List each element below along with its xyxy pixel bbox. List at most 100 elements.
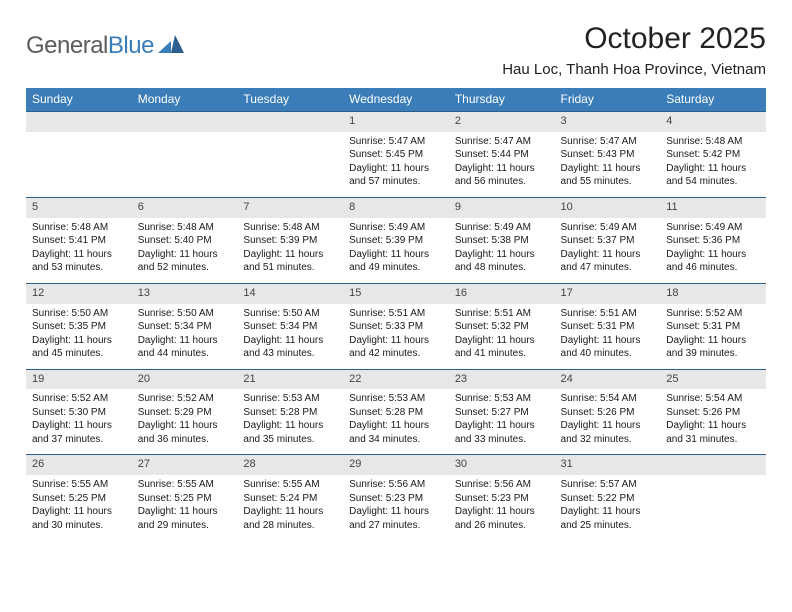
day-number: 30 <box>449 455 555 475</box>
day-cell: 29Sunrise: 5:56 AMSunset: 5:23 PMDayligh… <box>343 455 449 540</box>
day-number: 15 <box>343 284 449 304</box>
daylight-line: Daylight: 11 hours and 57 minutes. <box>349 162 443 189</box>
daylight-line: Daylight: 11 hours and 45 minutes. <box>32 334 126 361</box>
day-cell: 9Sunrise: 5:49 AMSunset: 5:38 PMDaylight… <box>449 197 555 283</box>
day-cell: 30Sunrise: 5:56 AMSunset: 5:23 PMDayligh… <box>449 455 555 540</box>
daylight-line: Daylight: 11 hours and 41 minutes. <box>455 334 549 361</box>
day-number: 25 <box>660 370 766 390</box>
day-cell <box>132 112 238 198</box>
week-row: 1Sunrise: 5:47 AMSunset: 5:45 PMDaylight… <box>26 112 766 198</box>
sunrise-line: Sunrise: 5:48 AM <box>138 221 232 235</box>
day-body: Sunrise: 5:49 AMSunset: 5:36 PMDaylight:… <box>660 218 766 283</box>
sunset-line: Sunset: 5:32 PM <box>455 320 549 334</box>
sunset-line: Sunset: 5:39 PM <box>349 234 443 248</box>
sunrise-line: Sunrise: 5:50 AM <box>32 307 126 321</box>
daylight-line: Daylight: 11 hours and 34 minutes. <box>349 419 443 446</box>
daylight-line: Daylight: 11 hours and 33 minutes. <box>455 419 549 446</box>
day-body: Sunrise: 5:50 AMSunset: 5:35 PMDaylight:… <box>26 304 132 369</box>
sunrise-line: Sunrise: 5:51 AM <box>349 307 443 321</box>
day-number: 20 <box>132 370 238 390</box>
sunrise-line: Sunrise: 5:56 AM <box>455 478 549 492</box>
week-row: 5Sunrise: 5:48 AMSunset: 5:41 PMDaylight… <box>26 197 766 283</box>
day-cell: 1Sunrise: 5:47 AMSunset: 5:45 PMDaylight… <box>343 112 449 198</box>
sunset-line: Sunset: 5:35 PM <box>32 320 126 334</box>
day-body-empty <box>26 132 132 190</box>
daylight-line: Daylight: 11 hours and 37 minutes. <box>32 419 126 446</box>
sunrise-line: Sunrise: 5:51 AM <box>455 307 549 321</box>
day-body: Sunrise: 5:54 AMSunset: 5:26 PMDaylight:… <box>660 389 766 454</box>
week-row: 19Sunrise: 5:52 AMSunset: 5:30 PMDayligh… <box>26 369 766 455</box>
daylight-line: Daylight: 11 hours and 44 minutes. <box>138 334 232 361</box>
sunrise-line: Sunrise: 5:47 AM <box>561 135 655 149</box>
weekday-header: Friday <box>555 88 661 112</box>
day-body: Sunrise: 5:48 AMSunset: 5:39 PMDaylight:… <box>237 218 343 283</box>
daylight-line: Daylight: 11 hours and 39 minutes. <box>666 334 760 361</box>
day-number: 11 <box>660 198 766 218</box>
day-body: Sunrise: 5:47 AMSunset: 5:45 PMDaylight:… <box>343 132 449 197</box>
day-body-empty <box>660 475 766 533</box>
day-body: Sunrise: 5:49 AMSunset: 5:37 PMDaylight:… <box>555 218 661 283</box>
daylight-line: Daylight: 11 hours and 46 minutes. <box>666 248 760 275</box>
day-number: 19 <box>26 370 132 390</box>
day-body: Sunrise: 5:52 AMSunset: 5:29 PMDaylight:… <box>132 389 238 454</box>
day-body: Sunrise: 5:49 AMSunset: 5:39 PMDaylight:… <box>343 218 449 283</box>
day-cell: 27Sunrise: 5:55 AMSunset: 5:25 PMDayligh… <box>132 455 238 540</box>
sunset-line: Sunset: 5:22 PM <box>561 492 655 506</box>
sunset-line: Sunset: 5:30 PM <box>32 406 126 420</box>
daylight-line: Daylight: 11 hours and 26 minutes. <box>455 505 549 532</box>
day-body: Sunrise: 5:53 AMSunset: 5:27 PMDaylight:… <box>449 389 555 454</box>
sunset-line: Sunset: 5:34 PM <box>138 320 232 334</box>
sunrise-line: Sunrise: 5:51 AM <box>561 307 655 321</box>
weekday-header: Thursday <box>449 88 555 112</box>
sunset-line: Sunset: 5:28 PM <box>243 406 337 420</box>
day-cell: 31Sunrise: 5:57 AMSunset: 5:22 PMDayligh… <box>555 455 661 540</box>
day-number: 22 <box>343 370 449 390</box>
day-body: Sunrise: 5:57 AMSunset: 5:22 PMDaylight:… <box>555 475 661 540</box>
day-cell <box>237 112 343 198</box>
daylight-line: Daylight: 11 hours and 40 minutes. <box>561 334 655 361</box>
weekday-header: Saturday <box>660 88 766 112</box>
day-cell: 19 Sunrise: 5:52 AMSunset: 5:30 PMDayligh… <box>26 369 132 455</box>
sunset-line: Sunset: 5:34 PM <box>243 320 337 334</box>
day-number: 17 <box>555 284 661 304</box>
day-body: Sunrise: 5:55 AMSunset: 5:25 PMDaylight:… <box>26 475 132 540</box>
weekday-header: Sunday <box>26 88 132 112</box>
day-number: 23 <box>449 370 555 390</box>
sunset-line: Sunset: 5:44 PM <box>455 148 549 162</box>
sunset-line: Sunset: 5:29 PM <box>138 406 232 420</box>
day-cell: 7Sunrise: 5:48 AMSunset: 5:39 PMDaylight… <box>237 197 343 283</box>
weekday-header: Tuesday <box>237 88 343 112</box>
daylight-line: Daylight: 11 hours and 49 minutes. <box>349 248 443 275</box>
sunrise-line: Sunrise: 5:49 AM <box>561 221 655 235</box>
day-body: Sunrise: 5:50 AMSunset: 5:34 PMDaylight:… <box>132 304 238 369</box>
sunset-line: Sunset: 5:23 PM <box>455 492 549 506</box>
day-cell: 12Sunrise: 5:50 AMSunset: 5:35 PMDayligh… <box>26 283 132 369</box>
day-number-empty <box>660 455 766 475</box>
day-cell: 3Sunrise: 5:47 AMSunset: 5:43 PMDaylight… <box>555 112 661 198</box>
day-body: Sunrise: 5:56 AMSunset: 5:23 PMDaylight:… <box>449 475 555 540</box>
brand-mark-icon <box>158 32 184 60</box>
day-body: Sunrise: 5:51 AMSunset: 5:31 PMDaylight:… <box>555 304 661 369</box>
location-text: Hau Loc, Thanh Hoa Province, Vietnam <box>502 61 766 78</box>
weekday-header-row: SundayMondayTuesdayWednesdayThursdayFrid… <box>26 88 766 112</box>
day-body: Sunrise: 5:48 AMSunset: 5:41 PMDaylight:… <box>26 218 132 283</box>
day-cell: 11Sunrise: 5:49 AMSunset: 5:36 PMDayligh… <box>660 197 766 283</box>
day-cell: 6Sunrise: 5:48 AMSunset: 5:40 PMDaylight… <box>132 197 238 283</box>
daylight-line: Daylight: 11 hours and 52 minutes. <box>138 248 232 275</box>
sunrise-line: Sunrise: 5:52 AM <box>32 392 126 406</box>
day-number: 3 <box>555 112 661 132</box>
sunrise-line: Sunrise: 5:57 AM <box>561 478 655 492</box>
sunrise-line: Sunrise: 5:50 AM <box>138 307 232 321</box>
day-body: Sunrise: 5:51 AMSunset: 5:32 PMDaylight:… <box>449 304 555 369</box>
day-cell <box>26 112 132 198</box>
day-body: Sunrise: 5:52 AMSunset: 5:31 PMDaylight:… <box>660 304 766 369</box>
day-cell: 25Sunrise: 5:54 AMSunset: 5:26 PMDayligh… <box>660 369 766 455</box>
daylight-line: Daylight: 11 hours and 55 minutes. <box>561 162 655 189</box>
sunset-line: Sunset: 5:31 PM <box>561 320 655 334</box>
day-number: 2 <box>449 112 555 132</box>
day-body: Sunrise: 5:51 AMSunset: 5:33 PMDaylight:… <box>343 304 449 369</box>
daylight-line: Daylight: 11 hours and 53 minutes. <box>32 248 126 275</box>
sunrise-line: Sunrise: 5:53 AM <box>349 392 443 406</box>
sunset-line: Sunset: 5:41 PM <box>32 234 126 248</box>
day-body: Sunrise: 5:53 AMSunset: 5:28 PMDaylight:… <box>237 389 343 454</box>
